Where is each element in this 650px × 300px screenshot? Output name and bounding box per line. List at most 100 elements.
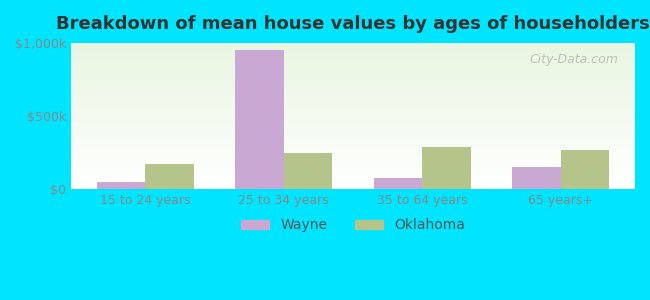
Bar: [71, 54, 635, 55]
Bar: [71, 139, 635, 140]
Bar: [71, 95, 635, 96]
Bar: [71, 170, 635, 171]
Bar: [71, 144, 635, 145]
Bar: [71, 108, 635, 109]
Bar: [71, 48, 635, 49]
Bar: [71, 94, 635, 95]
Bar: [71, 116, 635, 117]
Bar: [71, 69, 635, 70]
Bar: [71, 102, 635, 103]
Bar: [71, 74, 635, 75]
Bar: [71, 75, 635, 76]
Bar: [71, 110, 635, 111]
Bar: [71, 46, 635, 47]
Bar: [71, 179, 635, 180]
Bar: [71, 155, 635, 156]
Bar: [71, 64, 635, 65]
Bar: [71, 104, 635, 105]
Bar: [71, 76, 635, 77]
Bar: [71, 52, 635, 53]
Bar: [71, 119, 635, 120]
Bar: [71, 53, 635, 54]
Bar: [71, 85, 635, 86]
Bar: [71, 103, 635, 104]
Bar: [71, 43, 635, 44]
Bar: [71, 113, 635, 114]
Bar: [71, 176, 635, 177]
Bar: [512, 167, 561, 189]
Bar: [71, 126, 635, 127]
Bar: [71, 123, 635, 124]
Bar: [71, 51, 635, 52]
Bar: [71, 152, 635, 153]
Text: City-Data.com: City-Data.com: [529, 53, 618, 66]
Bar: [71, 91, 635, 92]
Bar: [374, 178, 422, 189]
Bar: [71, 100, 635, 101]
Bar: [71, 124, 635, 125]
Bar: [71, 98, 635, 99]
Bar: [71, 118, 635, 119]
Bar: [71, 81, 635, 82]
Bar: [71, 129, 635, 130]
Bar: [71, 56, 635, 57]
Bar: [71, 178, 635, 179]
Bar: [71, 68, 635, 69]
Bar: [71, 84, 635, 85]
Bar: [71, 105, 635, 106]
Bar: [561, 150, 609, 189]
Bar: [71, 79, 635, 80]
Bar: [71, 88, 635, 89]
Bar: [71, 140, 635, 141]
Title: Breakdown of mean house values by ages of householders: Breakdown of mean house values by ages o…: [56, 15, 650, 33]
Bar: [71, 62, 635, 63]
Bar: [71, 71, 635, 72]
Bar: [71, 150, 635, 151]
Bar: [71, 111, 635, 112]
Bar: [71, 65, 635, 66]
Bar: [71, 167, 635, 168]
Bar: [235, 50, 283, 189]
Bar: [71, 58, 635, 59]
Bar: [71, 162, 635, 163]
Bar: [71, 146, 635, 147]
Bar: [71, 92, 635, 93]
Bar: [71, 90, 635, 91]
Bar: [71, 161, 635, 162]
Bar: [71, 187, 635, 188]
Bar: [71, 115, 635, 116]
Bar: [71, 130, 635, 131]
Bar: [71, 163, 635, 164]
Bar: [71, 132, 635, 133]
Bar: [71, 49, 635, 50]
Bar: [71, 169, 635, 170]
Bar: [71, 188, 635, 189]
Bar: [71, 107, 635, 108]
Bar: [71, 138, 635, 139]
Bar: [71, 177, 635, 178]
Bar: [145, 164, 194, 189]
Bar: [71, 182, 635, 183]
Bar: [71, 174, 635, 175]
Bar: [71, 57, 635, 58]
Bar: [71, 83, 635, 84]
Bar: [71, 154, 635, 155]
Bar: [71, 77, 635, 78]
Bar: [97, 182, 145, 189]
Bar: [71, 93, 635, 94]
Bar: [71, 142, 635, 143]
Bar: [71, 151, 635, 152]
Bar: [71, 134, 635, 135]
Bar: [71, 159, 635, 160]
Bar: [71, 184, 635, 185]
Bar: [71, 153, 635, 154]
Bar: [71, 183, 635, 184]
Bar: [71, 50, 635, 51]
Bar: [71, 145, 635, 146]
Bar: [71, 67, 635, 68]
Bar: [71, 165, 635, 166]
Bar: [71, 147, 635, 148]
Bar: [71, 99, 635, 100]
Bar: [71, 112, 635, 113]
Bar: [71, 180, 635, 181]
